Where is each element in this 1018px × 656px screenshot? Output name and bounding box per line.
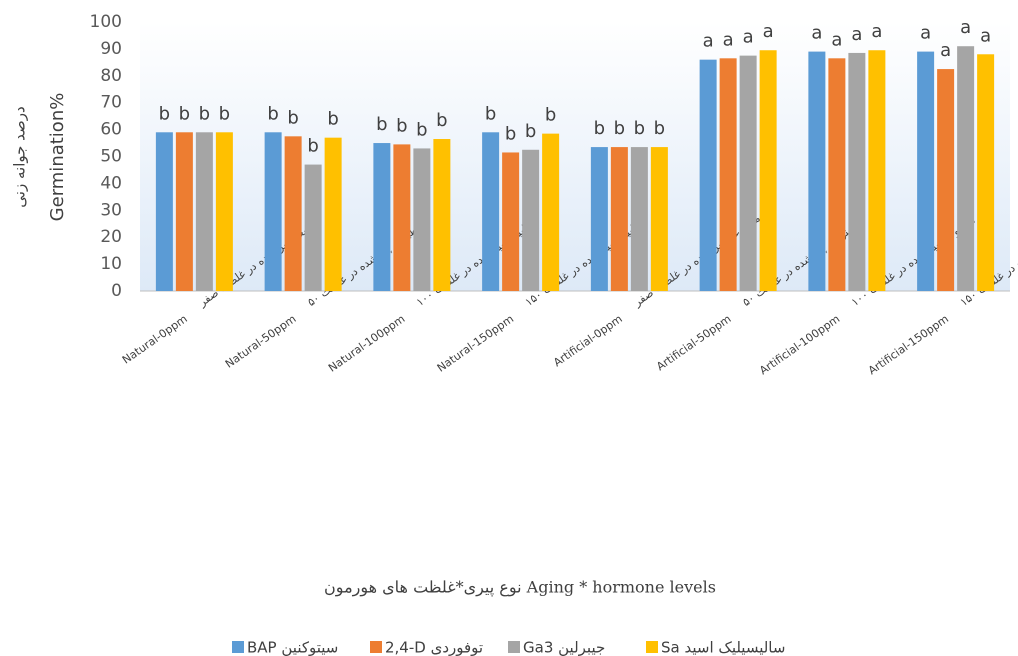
bar: [373, 143, 391, 291]
y-tick-label: 100: [90, 12, 122, 32]
bar: [155, 132, 173, 291]
bar: [522, 149, 540, 291]
bar: [917, 51, 935, 292]
x-tick-label: Natural-100ppm: [326, 312, 407, 374]
bar: [433, 139, 451, 291]
x-axis-label: نوع پیری*غلظت های هورمون Aging * hormone…: [324, 578, 716, 597]
bar: [739, 55, 757, 291]
bar: [393, 144, 411, 291]
y-axis-label-en: Germination%: [47, 93, 68, 222]
y-tick-label: 80: [100, 66, 122, 86]
significance-letter: a: [831, 29, 842, 50]
significance-letter: a: [980, 25, 991, 46]
bar: [215, 132, 233, 291]
y-tick-label: 20: [100, 227, 122, 247]
significance-letter: b: [307, 136, 318, 157]
significance-letter: a: [940, 40, 951, 61]
y-tick-label: 90: [100, 39, 122, 59]
significance-letter: b: [614, 118, 625, 139]
bar: [284, 136, 302, 291]
legend-label: BAP سیتوکنین: [247, 639, 338, 656]
legend-swatch: [232, 641, 244, 653]
significance-letter: b: [436, 110, 447, 131]
significance-letter: b: [327, 109, 338, 130]
significance-letter: b: [525, 121, 536, 142]
bar: [324, 137, 342, 291]
significance-letter: b: [159, 103, 170, 124]
significance-letter: a: [703, 31, 714, 52]
x-tick-label: Artificial-100ppm: [757, 312, 842, 377]
bar: [264, 132, 282, 291]
significance-letter: b: [376, 114, 387, 135]
x-tick-label: Artificial-0ppm: [551, 312, 625, 369]
significance-letter: b: [594, 118, 605, 139]
significance-letter: a: [851, 24, 862, 45]
bar: [868, 50, 886, 292]
significance-letter: a: [763, 21, 774, 42]
y-tick-label: 60: [100, 120, 122, 140]
x-tick-label: Artificial-50ppm: [654, 312, 733, 373]
y-axis-label: درصد جوانه زنی: [11, 106, 29, 207]
bar: [482, 132, 500, 291]
y-tick-label: 10: [100, 254, 122, 274]
significance-letter: b: [179, 103, 190, 124]
bar: [304, 164, 322, 291]
significance-letter: b: [396, 115, 407, 136]
y-tick-label: 0: [111, 281, 122, 301]
bar: [977, 54, 995, 291]
legend-swatch: [508, 641, 520, 653]
bar: [175, 132, 193, 291]
significance-letter: a: [920, 23, 931, 44]
significance-letter: b: [634, 118, 645, 139]
bar: [650, 147, 668, 291]
bar: [957, 46, 975, 292]
significance-letter: b: [267, 103, 278, 124]
significance-letter: b: [287, 107, 298, 128]
y-tick-label: 50: [100, 147, 122, 167]
significance-letter: b: [485, 103, 496, 124]
legend-swatch: [646, 641, 658, 653]
legend-label: Ga3 جیبرلین: [523, 639, 605, 656]
legend-label: Sa سالیسیلیک اسید: [661, 639, 785, 656]
bar: [808, 51, 826, 292]
bar: [828, 58, 846, 291]
bar: [630, 147, 648, 291]
significance-letter: a: [723, 29, 734, 50]
legend-swatch: [370, 641, 382, 653]
x-tick-label: Artificial-150ppm: [866, 312, 951, 377]
y-tick-label: 30: [100, 200, 122, 220]
bar: [413, 148, 431, 291]
significance-letter: b: [505, 123, 516, 144]
bar: [502, 152, 520, 291]
bar: [937, 69, 955, 291]
significance-letter: b: [545, 105, 556, 126]
significance-letter: a: [811, 23, 822, 44]
bar: [590, 147, 608, 291]
y-tick-label: 70: [100, 93, 122, 113]
significance-letter: b: [219, 103, 230, 124]
bar: [542, 133, 560, 291]
x-tick-label: Natural-150ppm: [435, 312, 516, 374]
bar: [848, 52, 866, 292]
bar: [610, 147, 628, 291]
y-tick-label: 40: [100, 173, 122, 193]
bar: [759, 50, 777, 292]
significance-letter: a: [960, 17, 971, 38]
bar: [195, 132, 213, 291]
significance-letter: b: [416, 119, 427, 140]
x-tick-label: Natural-50ppm: [223, 312, 299, 370]
bar: [719, 58, 737, 291]
significance-letter: a: [743, 27, 754, 48]
significance-letter: a: [871, 21, 882, 42]
significance-letter: b: [654, 118, 665, 139]
x-tick-label: Natural-0ppm: [120, 312, 190, 366]
legend-label: 2,4-D توفوردی: [385, 639, 483, 656]
significance-letter: b: [199, 103, 210, 124]
bar: [699, 59, 717, 291]
